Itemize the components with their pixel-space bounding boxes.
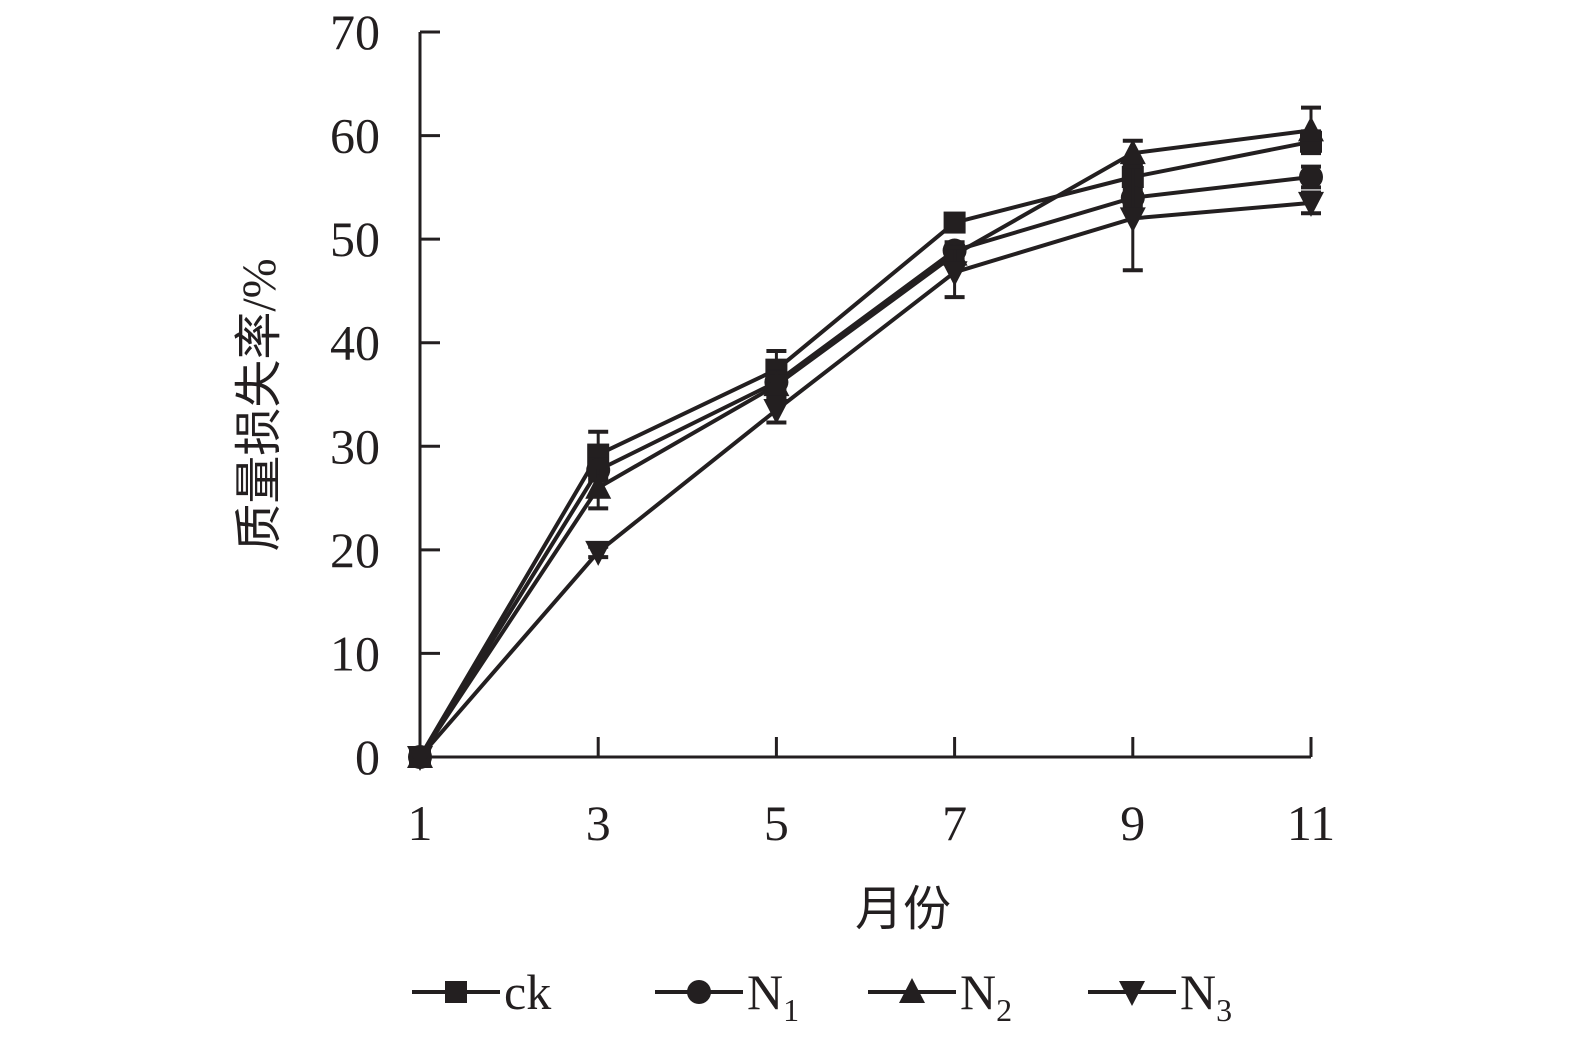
legend-item: N2	[868, 964, 1012, 1028]
square-marker	[943, 211, 966, 234]
legend-subscript: 2	[996, 992, 1012, 1028]
triangle-down-marker	[763, 399, 790, 425]
triangle-down-marker	[1298, 191, 1324, 217]
x-tick-label: 5	[764, 795, 789, 851]
x-tick-label: 1	[408, 795, 433, 851]
x-tick-label: 9	[1120, 795, 1145, 851]
series-ck	[409, 129, 1322, 768]
legend-item: N3	[1088, 964, 1232, 1028]
legend-label: N1	[747, 964, 799, 1028]
square-marker	[445, 981, 467, 1003]
triangle-up-marker	[585, 473, 612, 499]
y-tick-label: 40	[330, 315, 380, 371]
legend-subscript: 1	[783, 992, 799, 1028]
series-line	[418, 175, 1312, 759]
y-tick-label: 70	[330, 4, 380, 60]
x-tick-label: 7	[942, 795, 967, 851]
triangle-up-marker	[1298, 116, 1324, 142]
legend: ck N1 N2 N3	[412, 964, 1232, 1028]
legend-label: N2	[960, 964, 1012, 1028]
y-tick-label: 30	[330, 418, 380, 474]
series-n2	[407, 105, 1324, 768]
triangle-up-marker	[1119, 139, 1146, 165]
y-tick-label: 60	[330, 108, 380, 164]
series-line	[418, 200, 1312, 759]
triangle-down-marker	[941, 261, 968, 287]
legend-label: N3	[1180, 964, 1232, 1028]
x-tick-label: 11	[1287, 795, 1335, 851]
triangle-up-marker	[763, 371, 790, 397]
series-group	[407, 105, 1324, 771]
y-tick-label: 20	[330, 522, 380, 578]
series-n1	[408, 164, 1323, 769]
legend-item: N1	[655, 964, 799, 1028]
triangle-down-marker	[585, 540, 612, 566]
legend-subscript: 3	[1216, 992, 1232, 1028]
series-line	[418, 139, 1312, 759]
circle-marker	[1299, 165, 1323, 189]
y-tick-label: 10	[330, 625, 380, 681]
y-axis-label: 质量损失率/%	[233, 258, 286, 551]
y-tick-label: 50	[330, 211, 380, 267]
triangle-up-marker	[899, 978, 925, 1003]
series-line	[418, 128, 1312, 759]
legend-item: ck	[412, 964, 551, 1020]
series-n3	[407, 164, 1324, 771]
x-axis-label: 月份	[855, 883, 951, 936]
triangle-down-marker	[407, 746, 433, 771]
x-tick-label: 3	[586, 795, 611, 851]
circle-marker	[687, 980, 711, 1004]
axes: 0 10 20 30 40 50 60 70 1 3 5 7 9 11	[330, 4, 1335, 851]
legend-label: ck	[504, 964, 551, 1020]
triangle-down-marker	[1119, 207, 1146, 233]
y-tick-label: 0	[355, 729, 380, 785]
triangle-down-marker	[1119, 981, 1145, 1006]
